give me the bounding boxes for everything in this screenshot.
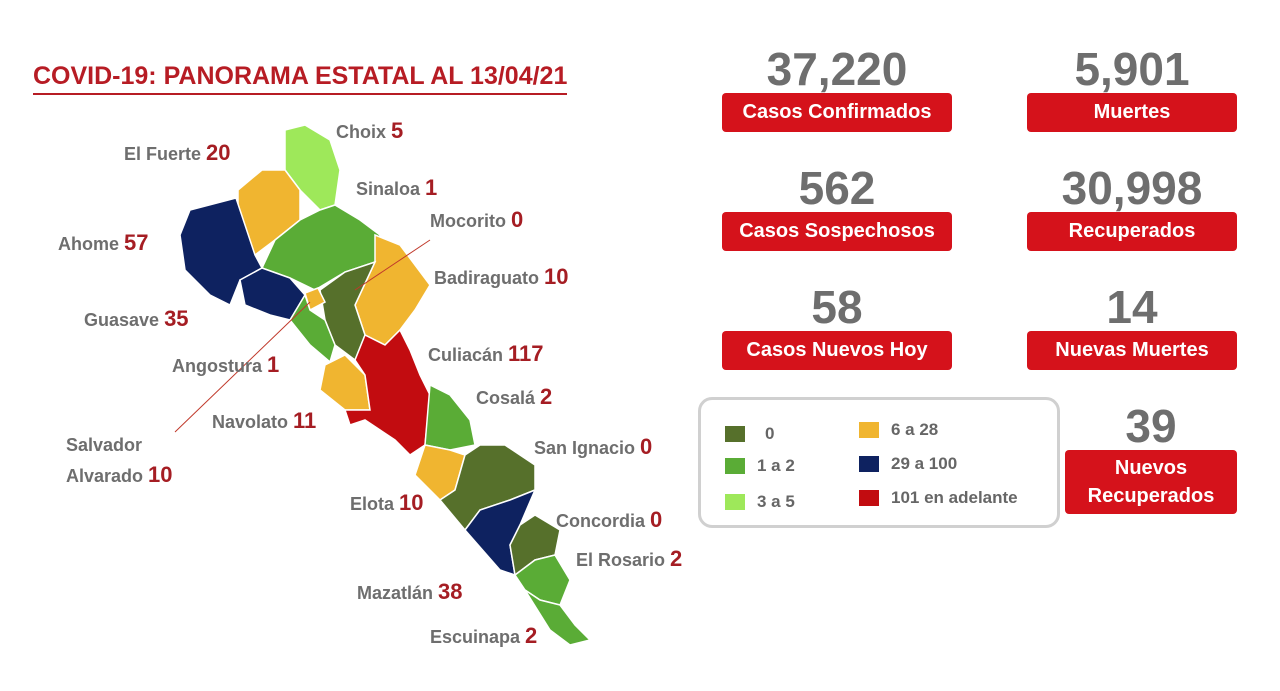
stat-value: 562 [798, 162, 876, 214]
legend-item: 29 a 100 [859, 454, 957, 474]
stat-label: Casos Nuevos Hoy [722, 331, 952, 370]
stat: 5,901 Muertes [1027, 45, 1237, 132]
municipality-label: Escuinapa 2 [430, 623, 538, 648]
stat-label: Casos Confirmados [722, 93, 952, 132]
municipality-label: Concordia 0 [556, 507, 663, 532]
legend-item: 0 [725, 424, 774, 444]
stat: 39 Nuevos Recuperados [1065, 402, 1237, 514]
stat-label: Muertes [1027, 93, 1237, 132]
legend-label: 1 a 2 [757, 456, 795, 475]
stat: 14 Nuevas Muertes [1027, 283, 1237, 370]
municipality-label: Sinaloa 1 [356, 175, 438, 200]
legend-label: 6 a 28 [891, 420, 939, 439]
title: COVID-19: PANORAMA ESTATAL AL 13/04/21 [33, 62, 568, 95]
municipality-label: Navolato 11 [212, 408, 317, 433]
region-angostura [289, 293, 336, 364]
legend-item: 3 a 5 [725, 492, 795, 512]
stat-value: 14 [1106, 281, 1158, 333]
legend-item: 1 a 2 [725, 456, 795, 476]
stat-label: Recuperados [1027, 212, 1237, 251]
region-culiacan [343, 328, 431, 456]
legend-label: 0 [765, 424, 775, 443]
legend-swatch [859, 456, 879, 472]
region-cosala [424, 383, 476, 451]
municipality-label: Elota 10 [350, 490, 424, 515]
municipality-label: Ahome 57 [58, 230, 149, 255]
stat: 37,220 Casos Confirmados [722, 45, 952, 132]
municipality-label: Badiraguato 10 [434, 264, 569, 289]
municipality-label: Guasave 35 [84, 306, 189, 331]
leader-line [174, 301, 311, 433]
stat-value: 5,901 [1074, 43, 1190, 95]
legend-label: 101 en adelante [891, 488, 1018, 507]
legend-item: 101 en adelante [859, 488, 1018, 508]
municipality-label: El Rosario 2 [576, 546, 683, 571]
municipality-label: Angostura 1 [172, 352, 280, 377]
municipality-label: El Fuerte 20 [124, 140, 231, 165]
legend-label: 3 a 5 [757, 492, 795, 511]
stat: 58 Casos Nuevos Hoy [722, 283, 952, 370]
stat-label: Nuevas Muertes [1027, 331, 1237, 370]
leader-line [354, 239, 431, 291]
legend-swatch [725, 426, 745, 442]
legend-item: 6 a 28 [859, 420, 938, 440]
stat-value: 39 [1125, 400, 1177, 452]
stat-value: 37,220 [766, 43, 908, 95]
municipality-label: Choix 5 [336, 118, 404, 143]
municipality-label: Mocorito 0 [430, 207, 524, 232]
map [174, 124, 592, 646]
stat: 562 Casos Sospechosos [722, 164, 952, 251]
stat-value: 58 [811, 281, 863, 333]
legend-swatch [859, 422, 879, 438]
legend-swatch [859, 490, 879, 506]
legend-swatch [725, 494, 745, 510]
legend-swatch [725, 458, 745, 474]
stat-label: Nuevos Recuperados [1065, 450, 1237, 514]
region-ahome [179, 197, 264, 307]
municipality-label: Salvador Alvarado 10 [66, 435, 173, 487]
municipality-label: Culiacán 117 [428, 341, 544, 366]
municipality-label: Mazatlán 38 [357, 579, 463, 604]
municipality-label: San Ignacio 0 [534, 434, 653, 459]
stat-label: Casos Sospechosos [722, 212, 952, 251]
legend-label: 29 a 100 [891, 454, 958, 473]
municipality-label: Cosalá 2 [476, 384, 553, 409]
legend: 0 1 a 2 3 a 5 6 a 28 29 a 100 101 en adelante [698, 397, 1060, 528]
stat: 30,998 Recuperados [1027, 164, 1237, 251]
region-escuinapa [524, 589, 592, 646]
stat-value: 30,998 [1061, 162, 1203, 214]
